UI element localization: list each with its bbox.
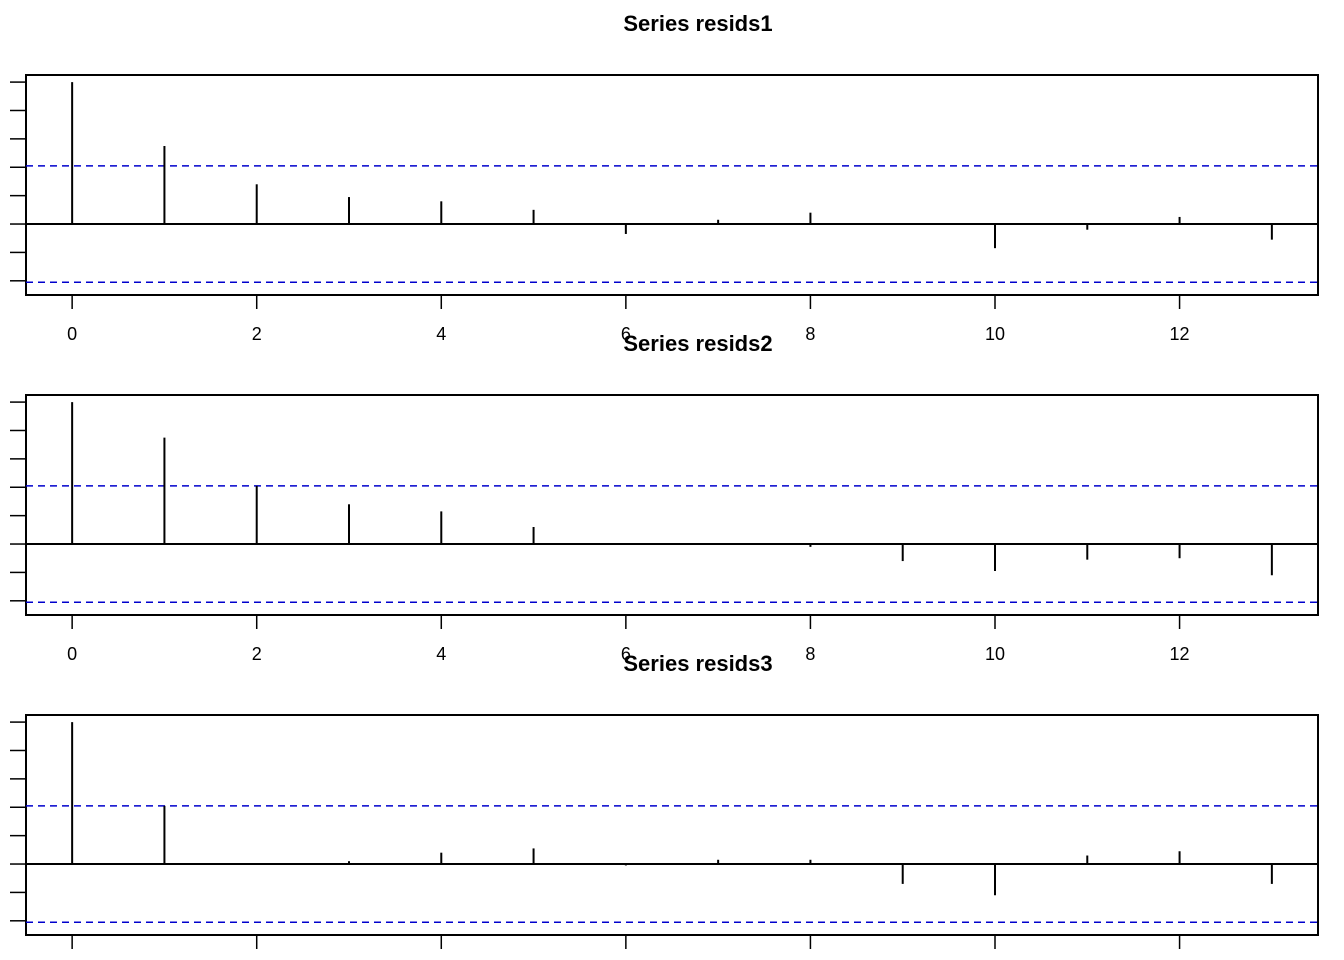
- x-tick-label: 4: [436, 644, 446, 664]
- x-tick-label: 10: [985, 324, 1005, 344]
- x-tick-label: 10: [985, 644, 1005, 664]
- x-tick-label: 8: [805, 644, 815, 664]
- x-tick-label: 12: [1170, 324, 1190, 344]
- x-tick-label: 6: [621, 324, 631, 344]
- x-tick-label: 0: [67, 324, 77, 344]
- chart-title-2: Series resids2: [623, 331, 772, 356]
- x-tick-label: 2: [252, 644, 262, 664]
- x-tick-label: 4: [436, 324, 446, 344]
- plot-frame-2: [25, 394, 1319, 616]
- x-tick-label: 0: [67, 644, 77, 664]
- x-tick-label: 8: [805, 324, 815, 344]
- x-tick-label: 12: [1170, 644, 1190, 664]
- x-tick-label: 6: [621, 644, 631, 664]
- chart-title-3: Series resids3: [623, 651, 772, 676]
- plot-frame-3: [25, 714, 1319, 936]
- chart-title-1: Series resids1: [623, 11, 772, 36]
- plot-frame-1: [25, 74, 1319, 296]
- x-tick-label: 2: [252, 324, 262, 344]
